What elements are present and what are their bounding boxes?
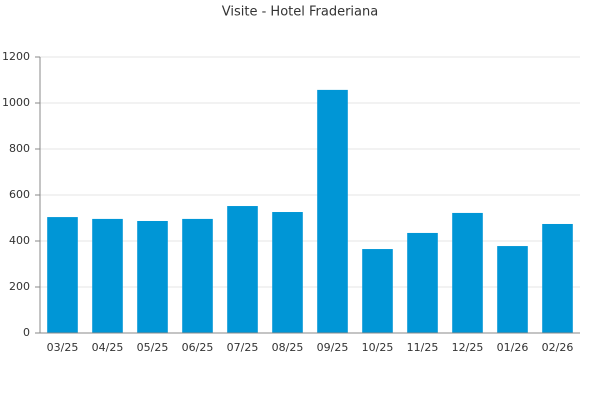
bar xyxy=(137,220,168,333)
bar xyxy=(47,217,78,333)
y-tick-label: 0 xyxy=(23,326,30,339)
y-tick-label: 600 xyxy=(9,188,30,201)
x-tick-label: 11/25 xyxy=(407,341,439,354)
x-tick-label: 12/25 xyxy=(452,341,484,354)
chart-title: Visite - Hotel Fraderiana xyxy=(222,5,378,20)
x-tick-label: 05/25 xyxy=(137,341,169,354)
bar xyxy=(497,246,528,333)
bar xyxy=(227,206,258,333)
bar xyxy=(452,212,483,333)
y-tick-label: 1200 xyxy=(2,50,30,63)
x-tick-label: 01/26 xyxy=(497,341,529,354)
bar xyxy=(362,249,393,333)
y-tick-label: 1000 xyxy=(2,96,30,109)
bar xyxy=(542,223,573,333)
x-tick-label: 06/25 xyxy=(182,341,214,354)
x-tick-label: 04/25 xyxy=(92,341,124,354)
bar xyxy=(92,218,123,333)
x-tick-label: 09/25 xyxy=(317,341,349,354)
y-tick-label: 400 xyxy=(9,234,30,247)
x-tick-label: 03/25 xyxy=(47,341,79,354)
y-tick-label: 200 xyxy=(9,280,30,293)
bar xyxy=(407,232,438,333)
bar xyxy=(272,212,303,333)
x-tick-label: 07/25 xyxy=(227,341,259,354)
x-tick-label: 10/25 xyxy=(362,341,394,354)
bar xyxy=(182,218,213,333)
bar xyxy=(317,89,348,333)
y-tick-label: 800 xyxy=(9,142,30,155)
x-tick-label: 02/26 xyxy=(542,341,574,354)
x-tick-label: 08/25 xyxy=(272,341,304,354)
